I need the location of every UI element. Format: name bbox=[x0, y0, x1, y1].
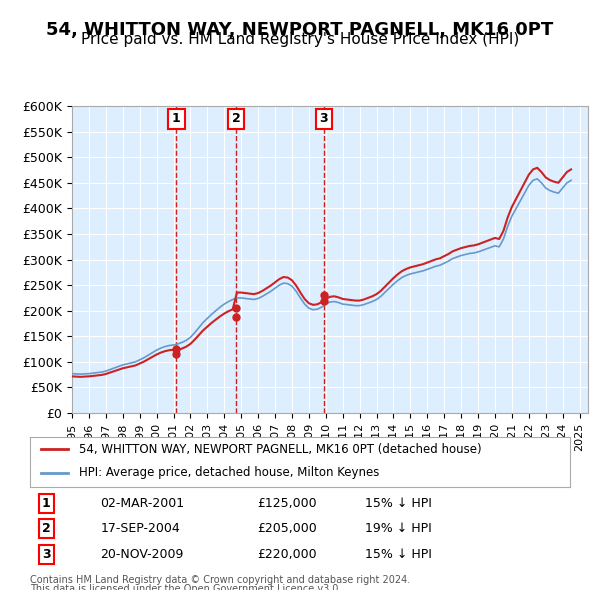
Text: 3: 3 bbox=[319, 113, 328, 126]
Text: 1: 1 bbox=[172, 113, 181, 126]
Text: HPI: Average price, detached house, Milton Keynes: HPI: Average price, detached house, Milt… bbox=[79, 466, 379, 479]
Text: £205,000: £205,000 bbox=[257, 522, 317, 535]
Text: Price paid vs. HM Land Registry's House Price Index (HPI): Price paid vs. HM Land Registry's House … bbox=[81, 32, 519, 47]
Text: 3: 3 bbox=[42, 548, 50, 560]
Text: 02-MAR-2001: 02-MAR-2001 bbox=[100, 497, 184, 510]
Text: 20-NOV-2009: 20-NOV-2009 bbox=[100, 548, 184, 560]
Text: This data is licensed under the Open Government Licence v3.0.: This data is licensed under the Open Gov… bbox=[30, 584, 341, 590]
Text: £220,000: £220,000 bbox=[257, 548, 316, 560]
Text: 17-SEP-2004: 17-SEP-2004 bbox=[100, 522, 180, 535]
Text: Contains HM Land Registry data © Crown copyright and database right 2024.: Contains HM Land Registry data © Crown c… bbox=[30, 575, 410, 585]
Text: 15% ↓ HPI: 15% ↓ HPI bbox=[365, 548, 431, 560]
Text: 2: 2 bbox=[42, 522, 50, 535]
Text: 54, WHITTON WAY, NEWPORT PAGNELL, MK16 0PT (detached house): 54, WHITTON WAY, NEWPORT PAGNELL, MK16 0… bbox=[79, 442, 481, 455]
Text: 19% ↓ HPI: 19% ↓ HPI bbox=[365, 522, 431, 535]
Text: 1: 1 bbox=[42, 497, 50, 510]
Text: 54, WHITTON WAY, NEWPORT PAGNELL, MK16 0PT: 54, WHITTON WAY, NEWPORT PAGNELL, MK16 0… bbox=[46, 21, 554, 39]
Text: 2: 2 bbox=[232, 113, 241, 126]
Text: £125,000: £125,000 bbox=[257, 497, 316, 510]
Text: 15% ↓ HPI: 15% ↓ HPI bbox=[365, 497, 431, 510]
